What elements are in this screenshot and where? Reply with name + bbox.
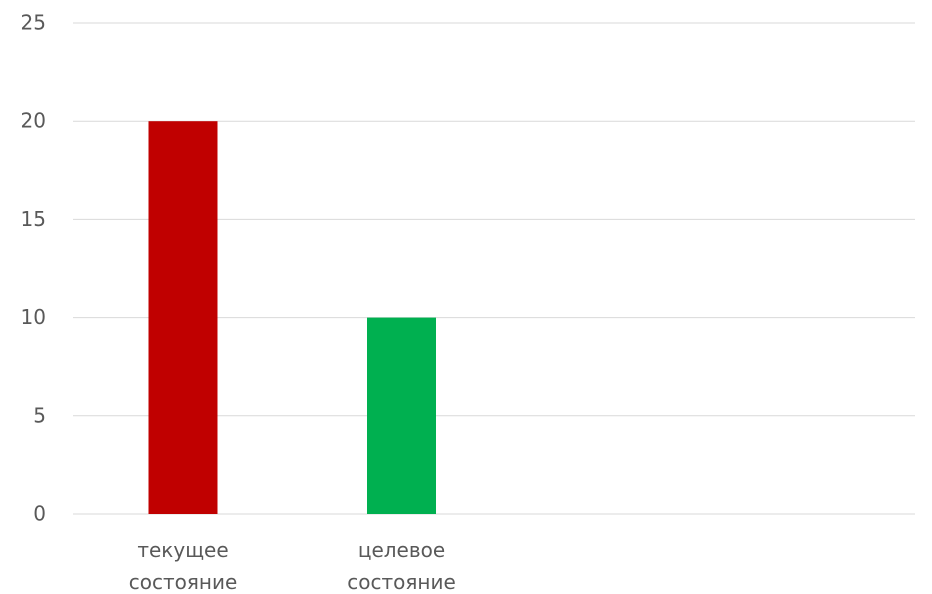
bar (367, 317, 436, 514)
y-tick-label: 10 (21, 305, 46, 329)
y-tick-label: 15 (21, 207, 46, 231)
x-tick-label: целевое состояние (347, 538, 456, 594)
x-tick-label: текущее состояние (128, 538, 238, 594)
y-tick-label: 20 (21, 109, 46, 133)
y-tick-label: 5 (33, 403, 46, 427)
y-tick-label: 0 (33, 502, 46, 526)
x-tick-label-box: целевое состояние (347, 538, 456, 594)
y-tick-label: 25 (21, 11, 46, 35)
x-tick-label-box: текущее состояние (128, 538, 238, 594)
bar (148, 121, 218, 514)
